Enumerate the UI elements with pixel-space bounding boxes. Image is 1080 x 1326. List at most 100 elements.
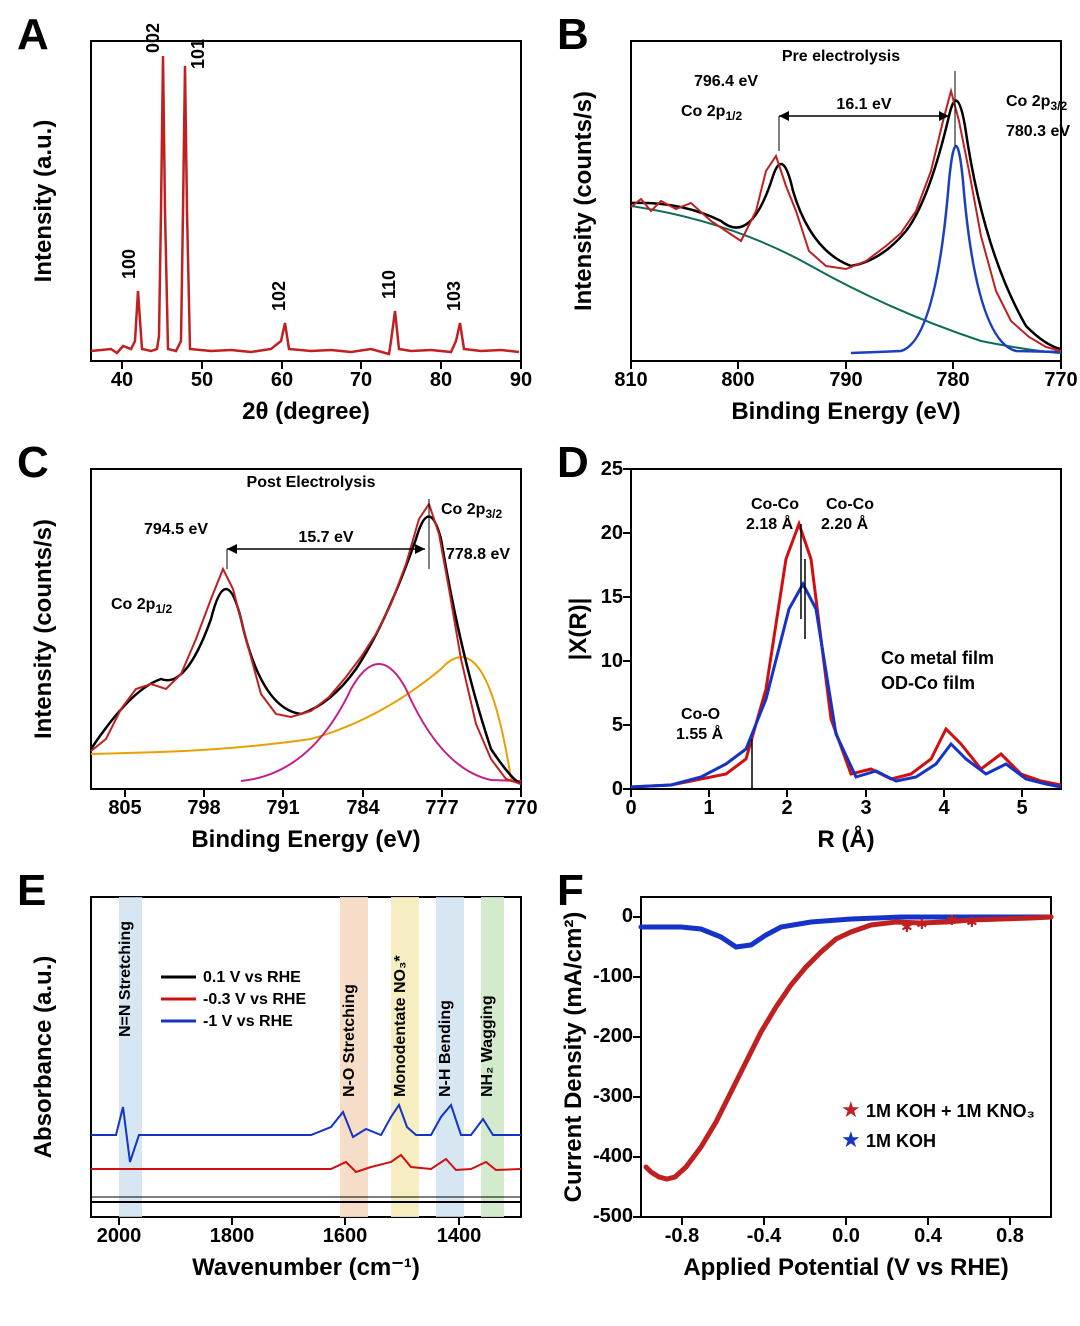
legend-e-1: -0.3 V vs RHE xyxy=(203,991,306,1008)
svg-text:20: 20 xyxy=(601,522,623,544)
panel-a: A 40 50 60 70 80 90 2θ (degree) xyxy=(10,10,542,430)
svg-text:784: 784 xyxy=(346,797,380,819)
panel-d-ylabel: |X(R)| xyxy=(565,598,592,661)
panel-f-xlabel: Applied Potential (V vs RHE) xyxy=(683,1254,1008,1281)
panel-f-label: F xyxy=(551,867,590,915)
peak-label-103: 103 xyxy=(444,281,464,311)
svg-text:800: 800 xyxy=(721,369,754,391)
panel-b-label: B xyxy=(551,11,595,59)
svg-text:4: 4 xyxy=(938,797,950,819)
svg-text:25: 25 xyxy=(601,458,623,480)
legend-e-2: -1 V vs RHE xyxy=(203,1013,293,1030)
panel-d: D 0 5 10 15 20 25 0 1 xyxy=(550,438,1080,858)
svg-text:798: 798 xyxy=(187,797,220,819)
panel-d-coo-val: 1.55 Å xyxy=(676,724,724,743)
panel-e-legend: 0.1 V vs RHE -0.3 V vs RHE -1 V vs RHE xyxy=(161,969,306,1030)
svg-text:-0.4: -0.4 xyxy=(747,1225,782,1247)
panel-e-plot: N=N Stretching N-O Stretching Monodentat… xyxy=(11,867,541,1287)
band-nn-label: N=N Stretching xyxy=(117,921,134,1037)
panel-b-title: Pre electrolysis xyxy=(782,48,900,65)
svg-text:-100: -100 xyxy=(593,965,633,987)
panel-b-xlabel: Binding Energy (eV) xyxy=(731,398,960,425)
svg-text:90: 90 xyxy=(510,369,532,391)
svg-text:-0.8: -0.8 xyxy=(665,1225,699,1247)
panel-c-label: C xyxy=(11,439,55,487)
panel-a-label: A xyxy=(11,11,55,59)
panel-b-sep: 16.1 eV xyxy=(836,96,891,113)
panel-a-ylabel: Intensity (a.u.) xyxy=(30,120,57,283)
panel-c-ylabel: Intensity (counts/s) xyxy=(30,519,57,739)
svg-text:0: 0 xyxy=(622,905,633,927)
svg-text:0.4: 0.4 xyxy=(914,1225,943,1247)
panel-f-ylabel: Current Density (mA/cm²) xyxy=(560,912,587,1203)
svg-text:80: 80 xyxy=(430,369,452,391)
legend-f-1: 1M KOH xyxy=(866,1131,936,1151)
legend-f-0: 1M KOH + 1M KNO₃ xyxy=(866,1101,1035,1121)
svg-text:1400: 1400 xyxy=(437,1225,482,1247)
svg-text:✱: ✱ xyxy=(966,914,978,930)
panel-c: C 805 798 791 784 777 770 Binding Energy… xyxy=(10,438,542,858)
peak-label-002: 002 xyxy=(143,23,163,53)
panel-e-label: E xyxy=(11,867,52,915)
panel-e-ylabel: Absorbance (a.u.) xyxy=(30,956,57,1159)
panel-f-plot: 0 -100 -200 -300 -400 -500 -0.8 -0.4 0.0 xyxy=(551,867,1080,1287)
panel-f: F 0 -100 -200 -300 -400 -500 xyxy=(550,866,1080,1286)
svg-text:770: 770 xyxy=(504,797,537,819)
svg-text:777: 777 xyxy=(425,797,458,819)
panel-b: B 810 800 790 780 770 Binding Energy (eV… xyxy=(550,10,1080,430)
peak-label-100: 100 xyxy=(119,249,139,279)
band-nh-label: N-H Bending xyxy=(437,1000,454,1097)
svg-text:0: 0 xyxy=(612,778,623,800)
peak-label-110: 110 xyxy=(379,270,399,299)
panel-d-coo-label: Co-O xyxy=(681,706,720,723)
panel-b-plot: 810 800 790 780 770 Binding Energy (eV) … xyxy=(551,11,1080,431)
panel-c-right-ev: 778.8 eV xyxy=(446,546,510,563)
panel-b-ylabel: Intensity (counts/s) xyxy=(570,91,597,311)
band-no-label: N-O Stretching xyxy=(341,984,358,1097)
svg-text:70: 70 xyxy=(350,369,372,391)
svg-text:5: 5 xyxy=(612,714,623,736)
peak-label-102: 102 xyxy=(269,281,289,311)
panel-b-left-ev: 796.4 eV xyxy=(694,73,758,90)
svg-text:791: 791 xyxy=(266,797,299,819)
svg-text:1800: 1800 xyxy=(210,1225,255,1247)
panel-d-cocored-val: 2.18 Å xyxy=(746,514,794,533)
svg-text:2: 2 xyxy=(781,797,792,819)
panel-d-legend-red: Co metal film xyxy=(881,648,994,668)
svg-text:0.0: 0.0 xyxy=(832,1225,860,1247)
panel-d-cocoblue-label: Co-Co xyxy=(826,496,874,513)
svg-text:780: 780 xyxy=(936,369,969,391)
svg-text:60: 60 xyxy=(271,369,293,391)
panel-d-legend-blue: OD-Co film xyxy=(881,673,975,693)
legend-e-0: 0.1 V vs RHE xyxy=(203,969,301,986)
panel-c-title: Post Electrolysis xyxy=(247,474,376,491)
panel-b-right-ev: 780.3 eV xyxy=(1006,123,1070,140)
panel-e-xlabel: Wavenumber (cm⁻¹) xyxy=(192,1254,420,1281)
panel-d-xlabel: R (Å) xyxy=(817,825,874,853)
svg-text:0: 0 xyxy=(625,797,636,819)
panel-d-plot: 0 5 10 15 20 25 0 1 2 3 4 xyxy=(551,439,1080,859)
svg-text:2000: 2000 xyxy=(97,1225,142,1247)
panel-d-label: D xyxy=(551,439,595,487)
band-nh2-label: NH₂ Wagging xyxy=(479,995,496,1097)
svg-text:★: ★ xyxy=(841,1127,861,1152)
svg-text:-200: -200 xyxy=(593,1025,633,1047)
svg-text:1: 1 xyxy=(703,797,714,819)
svg-text:40: 40 xyxy=(111,369,133,391)
panel-e: E N=N Stretching N-O Stretching Monodent… xyxy=(10,866,542,1286)
svg-text:5: 5 xyxy=(1016,797,1027,819)
svg-text:✱: ✱ xyxy=(901,919,913,935)
panel-d-cocoblue-val: 2.20 Å xyxy=(821,514,869,533)
panel-a-plot: 40 50 60 70 80 90 2θ (degree) Intensity … xyxy=(11,11,541,431)
svg-text:✱: ✱ xyxy=(916,916,928,932)
svg-text:★: ★ xyxy=(841,1097,861,1122)
panel-d-cocored-label: Co-Co xyxy=(751,496,799,513)
svg-text:1600: 1600 xyxy=(323,1225,368,1247)
svg-text:810: 810 xyxy=(614,369,647,391)
svg-text:790: 790 xyxy=(829,369,862,391)
svg-text:10: 10 xyxy=(601,650,623,672)
svg-text:3: 3 xyxy=(860,797,871,819)
svg-text:-500: -500 xyxy=(593,1205,633,1227)
panel-c-left-ev: 794.5 eV xyxy=(144,521,208,538)
panel-c-sep: 15.7 eV xyxy=(298,529,353,546)
